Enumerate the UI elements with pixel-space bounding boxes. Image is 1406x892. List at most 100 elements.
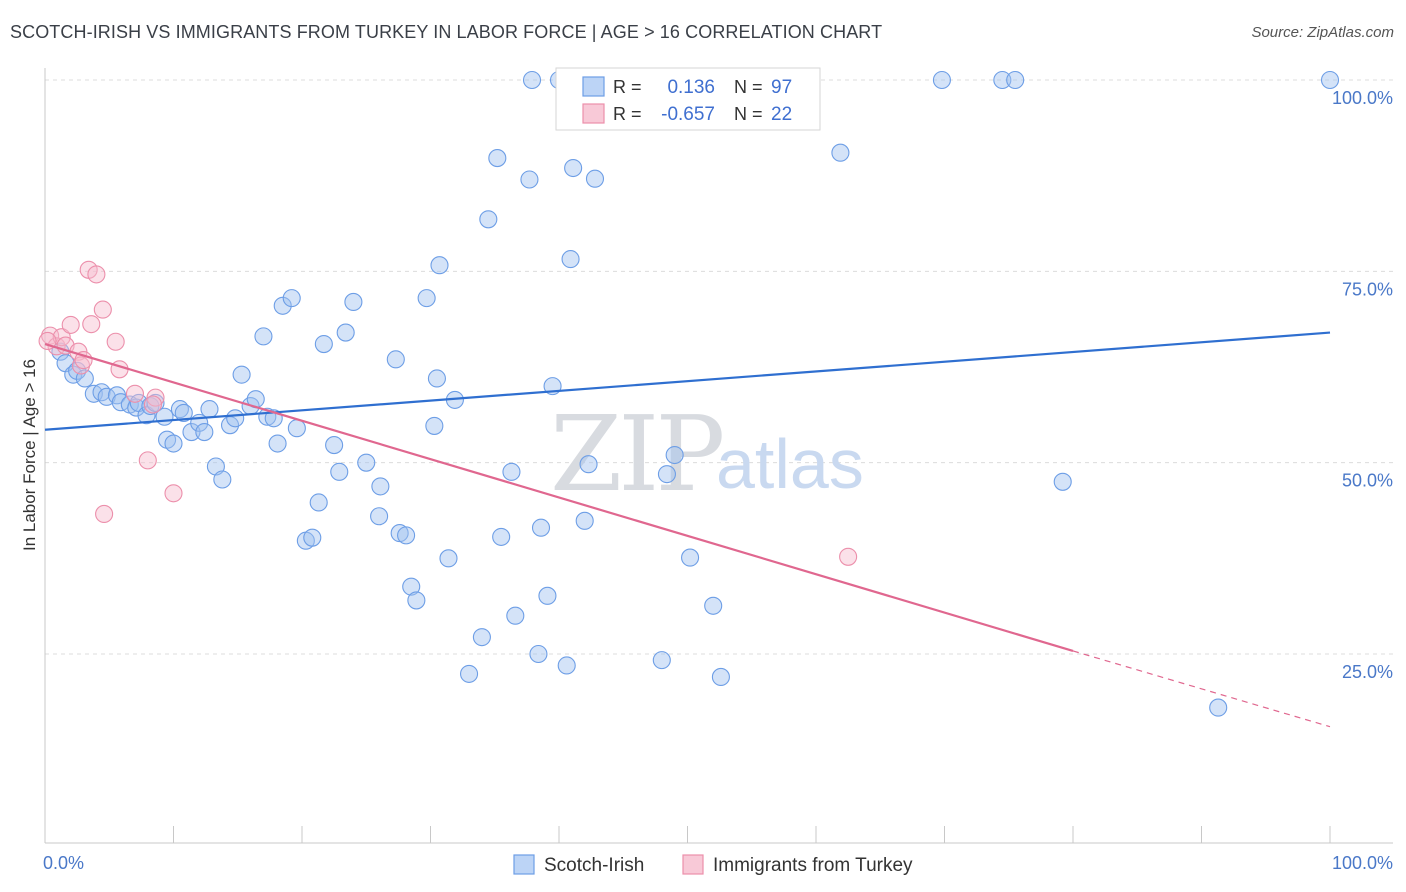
y-tick-label-75: 75.0% <box>1342 279 1393 299</box>
scotch-irish-point-41 <box>309 493 328 512</box>
scotch-irish-point-26 <box>213 470 232 489</box>
scotch-irish-point-58 <box>430 256 449 275</box>
scotch-irish-point-76 <box>561 250 580 269</box>
trend-line-turkey <box>44 342 1074 652</box>
scotch-irish-point-86 <box>704 596 723 615</box>
scotch-irish-point-45 <box>336 323 355 342</box>
scotch-irish-point-55 <box>417 289 436 308</box>
scotch-irish-point-92 <box>1053 472 1072 491</box>
bottom-legend-label-scotch-irish: Scotch-Irish <box>544 855 644 876</box>
x-tick-label-max: 100.0% <box>1332 853 1393 873</box>
scotch-irish-point-38 <box>287 419 306 438</box>
scotch-irish-point-36 <box>254 327 273 346</box>
source-credit: Source: ZipAtlas.com <box>1251 24 1394 41</box>
legend-swatch-blue <box>582 76 605 97</box>
scotch-irish-point-13 <box>137 406 156 425</box>
legend-n-value-1: 97 <box>771 77 792 98</box>
watermark-atlas: atlas <box>716 425 864 503</box>
legend: R = 0.136 N = 97 R = -0.657 N = 22 <box>555 67 821 131</box>
scotch-irish-point-67 <box>506 606 525 625</box>
bottom-legend: Scotch-Irish Immigrants from Turkey <box>513 854 913 876</box>
scotch-irish-point-59 <box>439 549 458 568</box>
legend-r-value-1: 0.136 <box>667 77 715 98</box>
y-tick-label-25: 25.0% <box>1342 662 1393 682</box>
scotch-irish-point-66 <box>502 462 521 481</box>
turkey-point-19 <box>95 504 114 523</box>
y-tick-label-100: 100.0% <box>1332 88 1393 108</box>
scotch-irish-point-29 <box>232 365 251 384</box>
trend-lines <box>44 331 1331 728</box>
scotch-irish-point-71 <box>531 518 551 537</box>
scotch-irish-point-49 <box>371 477 390 496</box>
scotch-irish-point-40 <box>303 528 322 547</box>
y-axis-label: In Labor Force | Age > 16 <box>20 359 39 551</box>
scotch-irish-point-78 <box>575 511 594 530</box>
scotch-irish-point-68 <box>520 170 539 189</box>
bottom-legend-swatch-pink <box>682 854 704 875</box>
scotch-irish-point-52 <box>397 526 416 545</box>
scotch-irish-point-48 <box>370 507 389 526</box>
scotch-irish-point-34 <box>268 434 287 453</box>
turkey-point-20 <box>839 547 858 566</box>
scotch-irish-point-56 <box>427 369 446 388</box>
legend-n-label-1: N = <box>734 77 763 97</box>
scotch-irish-point-44 <box>330 462 349 481</box>
y-tick-labels: 100.0% 75.0% 50.0% 25.0% <box>1332 88 1393 682</box>
turkey-point-12 <box>106 332 125 351</box>
turkey-point-2 <box>52 328 71 347</box>
scotch-irish-point-70 <box>529 644 548 664</box>
turkey-point-16 <box>146 388 165 407</box>
scotch-irish-point-65 <box>492 527 511 546</box>
scotch-irish-point-20 <box>174 403 193 422</box>
scotch-irish-point-85 <box>681 548 700 567</box>
scotch-irish-point-91 <box>1006 70 1025 90</box>
scotch-irish-point-21 <box>182 423 201 442</box>
legend-r-label-2: R = <box>613 104 642 124</box>
scotch-irish-point-80 <box>585 169 605 188</box>
legend-r-label-1: R = <box>613 77 642 97</box>
scotch-irish-point-47 <box>357 453 376 472</box>
scotch-irish-point-93 <box>1209 698 1228 717</box>
scotch-irish-point-84 <box>665 445 684 465</box>
scotch-irish-point-53 <box>402 577 421 596</box>
legend-n-label-2: N = <box>734 104 763 124</box>
scotch-irish-point-88 <box>831 143 850 162</box>
turkey-point-17 <box>143 395 162 414</box>
scotch-irish-point-63 <box>479 210 498 229</box>
scotch-irish-point-54 <box>407 591 426 610</box>
scotch-irish-point-23 <box>195 423 214 442</box>
turkey-point-15 <box>138 451 157 470</box>
chart-title: SCOTCH-IRISH VS IMMIGRANTS FROM TURKEY I… <box>10 22 883 42</box>
turkey-point-14 <box>125 384 144 403</box>
scotch-irish-point-28 <box>226 409 245 428</box>
scotch-irish-point-62 <box>472 628 491 647</box>
turkey-point-4 <box>61 315 80 334</box>
scotch-irish-point-89 <box>932 70 951 90</box>
scotch-irish-point-87 <box>711 667 730 687</box>
grid-lines <box>45 79 1393 655</box>
bottom-legend-swatch-blue <box>513 854 535 875</box>
scotch-irish-point-72 <box>538 586 557 605</box>
scotch-irish-point-24 <box>200 400 219 419</box>
series-immigrants-from-turkey <box>38 260 858 566</box>
watermark-zip: ZIP <box>550 393 722 515</box>
scotch-irish-point-79 <box>579 455 598 474</box>
scotch-irish-point-94 <box>1320 70 1340 90</box>
bottom-legend-label-turkey: Immigrants from Turkey <box>713 855 913 876</box>
scotch-irish-point-18 <box>164 434 183 453</box>
y-tick-label-50: 50.0% <box>1342 471 1393 491</box>
scotch-irish-point-69 <box>522 70 542 90</box>
scotch-irish-point-46 <box>344 292 363 311</box>
watermark: ZIP atlas <box>550 393 864 515</box>
scotch-irish-point-42 <box>314 334 333 354</box>
x-tick-label-min: 0.0% <box>43 853 84 873</box>
series-scotch-irish <box>51 70 1340 717</box>
legend-swatch-pink <box>582 103 605 124</box>
scotch-irish-point-77 <box>564 158 583 178</box>
scotch-irish-point-50 <box>386 350 405 369</box>
scotch-irish-point-75 <box>557 656 576 675</box>
turkey-point-10 <box>87 265 106 284</box>
legend-r-value-2: -0.657 <box>661 104 715 125</box>
scotch-irish-point-43 <box>325 436 344 455</box>
